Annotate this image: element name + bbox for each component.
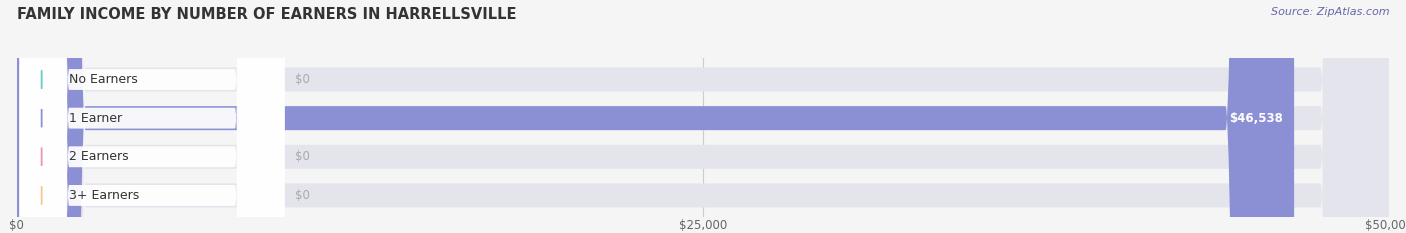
Text: No Earners: No Earners bbox=[69, 73, 138, 86]
Text: $0: $0 bbox=[295, 189, 311, 202]
FancyBboxPatch shape bbox=[17, 0, 1389, 233]
FancyBboxPatch shape bbox=[20, 0, 284, 233]
Text: 1 Earner: 1 Earner bbox=[69, 112, 122, 125]
FancyBboxPatch shape bbox=[17, 0, 1389, 233]
Text: $0: $0 bbox=[295, 73, 311, 86]
Text: Source: ZipAtlas.com: Source: ZipAtlas.com bbox=[1271, 7, 1389, 17]
FancyBboxPatch shape bbox=[17, 0, 1294, 233]
Text: $46,538: $46,538 bbox=[1229, 112, 1284, 125]
Text: 2 Earners: 2 Earners bbox=[69, 150, 128, 163]
FancyBboxPatch shape bbox=[20, 0, 284, 233]
FancyBboxPatch shape bbox=[20, 0, 284, 233]
FancyBboxPatch shape bbox=[17, 0, 1389, 233]
Text: FAMILY INCOME BY NUMBER OF EARNERS IN HARRELLSVILLE: FAMILY INCOME BY NUMBER OF EARNERS IN HA… bbox=[17, 7, 516, 22]
FancyBboxPatch shape bbox=[17, 0, 1389, 233]
Text: $0: $0 bbox=[295, 150, 311, 163]
Text: 3+ Earners: 3+ Earners bbox=[69, 189, 139, 202]
FancyBboxPatch shape bbox=[20, 0, 284, 233]
